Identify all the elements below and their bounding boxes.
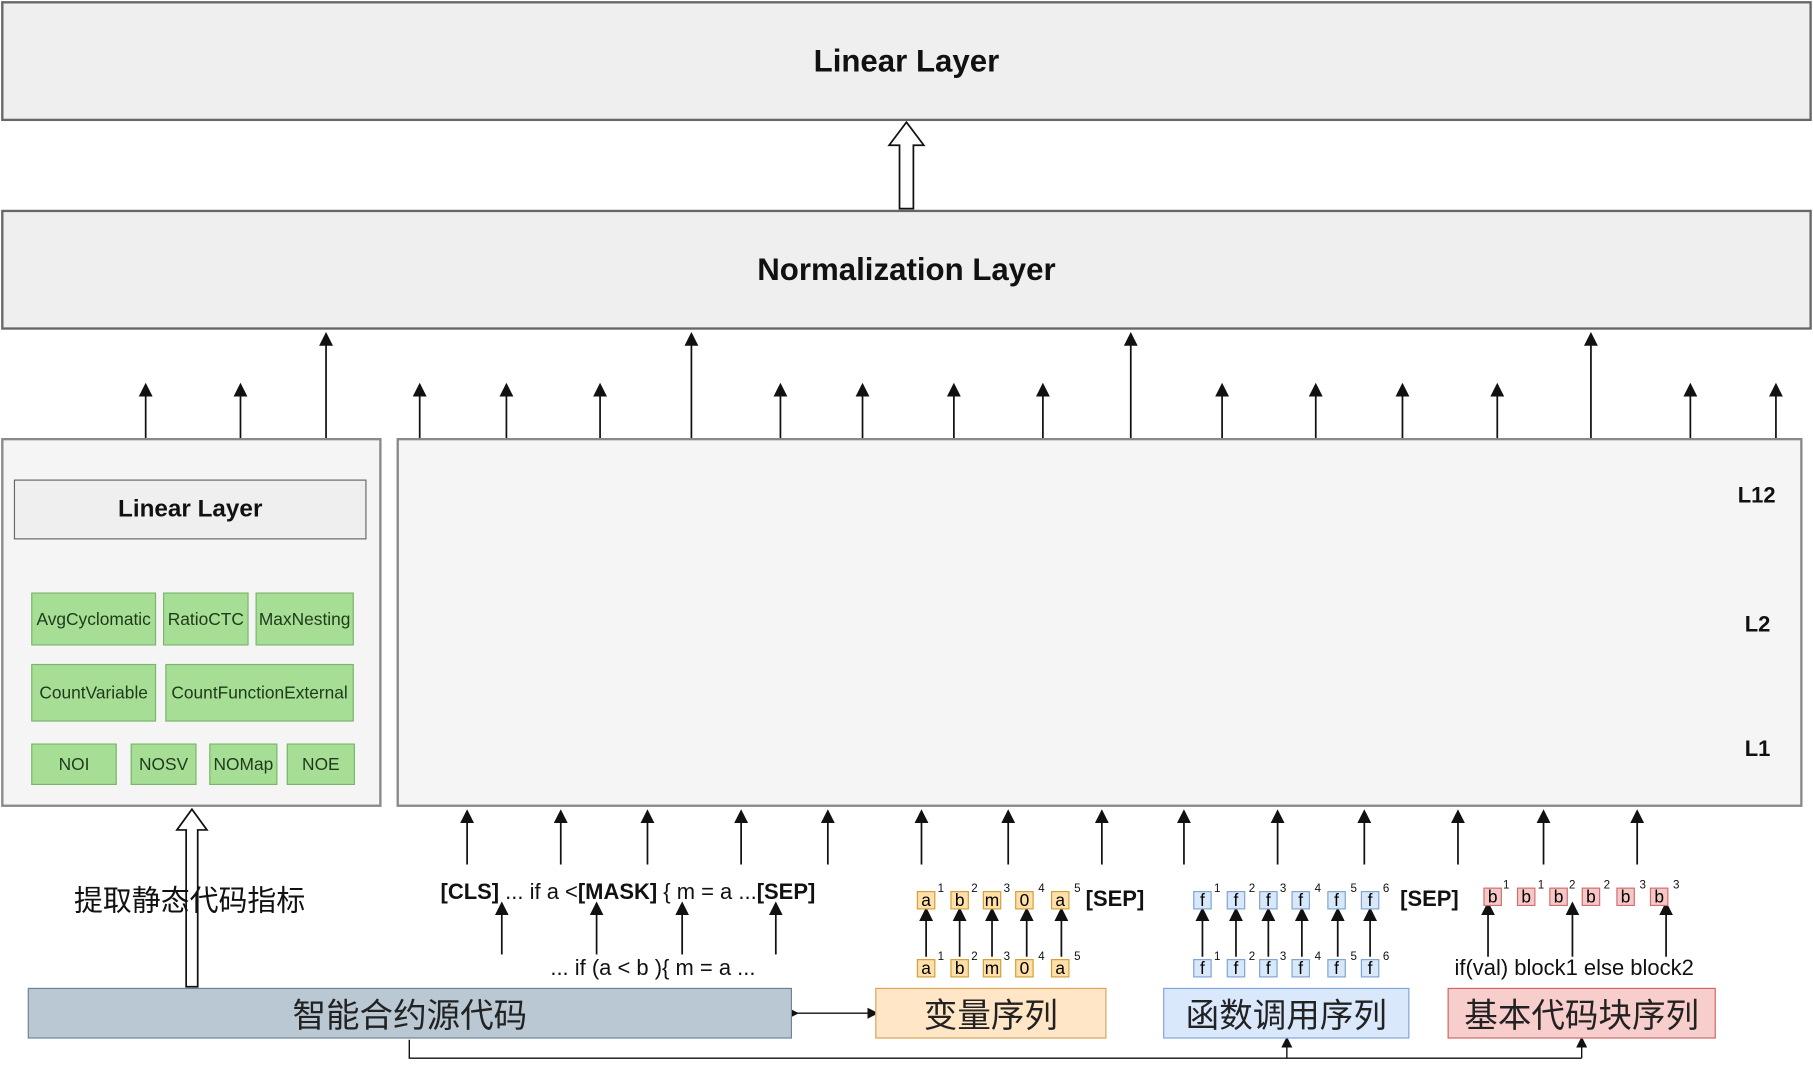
func-token: f <box>1360 891 1380 910</box>
layer-label-l12: L12 <box>1737 484 1776 509</box>
code-part-2: { m = a ... <box>663 880 757 905</box>
metric-linear-layer-label: Linear Layer <box>117 495 263 523</box>
normalization-layer: Normalization Layer <box>1 209 1812 330</box>
var-token: m <box>982 959 1002 978</box>
block-token: b <box>1616 887 1635 907</box>
block-token: b <box>1581 887 1601 907</box>
var-token: a <box>916 959 936 978</box>
var-token: b <box>950 891 969 910</box>
block-token: b <box>1516 887 1536 907</box>
func-token: f <box>1291 891 1310 910</box>
function-sequence-label: 函数调用序列 <box>1185 995 1387 1036</box>
func-token: f <box>1259 959 1278 978</box>
mask-token: [MASK] <box>577 880 658 905</box>
block-sequence-label: 基本代码块序列 <box>1464 995 1700 1036</box>
metric-avgcyclomatic: AvgCyclomatic <box>31 592 157 646</box>
normalization-layer-label: Normalization Layer <box>757 251 1056 287</box>
bottom-connector <box>408 1039 1582 1059</box>
raw-block-text: if(val) block1 else block2 <box>1454 956 1694 981</box>
metric-nosv: NOSV <box>130 743 197 785</box>
code-sep-token: [SEP] <box>756 880 816 905</box>
metric-ratioctc: RatioCTC <box>163 592 249 646</box>
block-token: b <box>1483 887 1502 907</box>
layer-label-l1: L1 <box>1744 737 1771 762</box>
metric-countvariable: CountVariable <box>31 663 157 722</box>
metric-linear-layer: Linear Layer <box>13 479 367 540</box>
func-token: f <box>1259 891 1278 910</box>
block-token: b <box>1549 887 1568 907</box>
variable-sequence-label: 变量序列 <box>923 995 1058 1036</box>
func-token: f <box>1327 891 1346 910</box>
func-token: f <box>1193 891 1212 910</box>
metric-noe: NOE <box>286 743 355 785</box>
block-token: b <box>1649 887 1669 907</box>
encoder-panel <box>396 438 1803 807</box>
extract-metrics-label: 提取静态代码指标 <box>73 884 306 918</box>
function-sequence-box: 函数调用序列 <box>1163 987 1410 1039</box>
var-token: 0 <box>1015 891 1034 910</box>
layer-label-l2: L2 <box>1744 613 1771 638</box>
func-token: f <box>1226 891 1246 910</box>
func-token: f <box>1360 959 1380 978</box>
contract-source-box: 智能合约源代码 <box>27 987 792 1039</box>
block-sequence-box: 基本代码块序列 <box>1447 987 1716 1039</box>
metric-countfunctionexternal: CountFunctionExternal <box>165 663 354 722</box>
raw-code-text: ... if (a < b ){ m = a ... <box>550 956 756 981</box>
var-token: a <box>916 891 936 910</box>
variable-sequence-box: 变量序列 <box>875 987 1107 1039</box>
var-token: m <box>982 891 1002 910</box>
code-token-sequence: [CLS] ... if a <[MASK] { m = a ...[SEP] <box>441 881 816 906</box>
hollow-arrow-extract <box>175 807 209 988</box>
code-part-1: ... if a < <box>505 880 578 905</box>
func-token: f <box>1193 959 1212 978</box>
var-token: b <box>950 959 969 978</box>
top-linear-layer-label: Linear Layer <box>813 43 1000 78</box>
func-token: f <box>1226 959 1246 978</box>
var-token: a <box>1050 891 1070 910</box>
hollow-arrow-up <box>887 120 926 210</box>
contract-source-label: 智能合约源代码 <box>292 995 528 1036</box>
func-token: f <box>1291 959 1310 978</box>
var-token: 0 <box>1015 959 1034 978</box>
cls-token: [CLS] <box>440 880 500 905</box>
func-token: f <box>1327 959 1346 978</box>
metric-noi: NOI <box>31 743 117 785</box>
metric-maxnesting: MaxNesting <box>255 592 354 646</box>
variable-sep-token: [SEP] <box>1085 887 1145 912</box>
function-sep-token: [SEP] <box>1400 887 1459 912</box>
top-linear-layer: Linear Layer <box>1 1 1812 122</box>
var-token: a <box>1050 959 1070 978</box>
metric-nomap: NOMap <box>209 743 278 785</box>
